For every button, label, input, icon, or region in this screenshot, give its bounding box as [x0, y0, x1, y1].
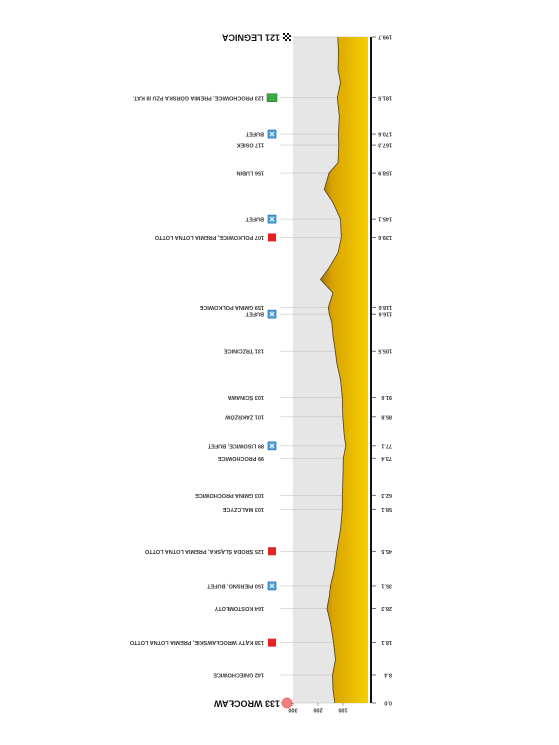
finish-icon [287, 39, 289, 41]
waypoint-label: 164 KOSTOMŁOTY [214, 605, 264, 611]
x-tick-label: 73.4 [380, 455, 392, 461]
city-label: 133 WROCŁAW [213, 699, 280, 709]
profile-line [319, 36, 347, 704]
x-tick-label: 77.1 [381, 442, 392, 448]
x-tick-label: 105.5 [378, 348, 392, 354]
x-tick-label: 85.8 [381, 413, 392, 419]
x-tick-label: 116.6 [379, 311, 392, 317]
city-label: 121 LEGNICA [221, 33, 280, 43]
waypoint-label: 107 POLKOWICE, PREMIA LOTNA LOTTO [154, 234, 264, 240]
waypoint-label: 142 GNIECHOWICE [213, 672, 264, 678]
x-tick-label: 139.6 [378, 234, 392, 240]
waypoint-label: 101 ZAKRZÓW [224, 413, 264, 421]
finish-icon [287, 33, 289, 35]
waypoint-label: 123 PROCHOWICE, PREMIA GÓRSKA PZU III KA… [133, 94, 264, 102]
x-tick-label: 28.3 [381, 605, 392, 611]
waypoint-label: 103 MALCZYCE [222, 506, 264, 512]
x-tick-label: 58.1 [381, 506, 392, 512]
x-tick-label: 181.5 [378, 94, 392, 100]
finish-icon [283, 39, 285, 41]
y-tick-label: 100 [338, 707, 347, 713]
x-tick-label: 91.6 [381, 394, 392, 400]
waypoint-label: 159 GMINA POLKOWICE [199, 304, 264, 310]
finish-icon [283, 33, 285, 35]
finish-icon [285, 39, 287, 41]
finish-icon [283, 35, 285, 37]
x-tick-label: 170.6 [378, 131, 392, 137]
finish-icon [283, 37, 285, 39]
climb-icon [266, 93, 278, 102]
sprint-icon [268, 638, 276, 647]
x-tick-label: 8.4 [383, 672, 392, 678]
waypoint-label: 156 LUBIN [236, 170, 264, 176]
waypoint-label: 131 TRZCINICE [224, 348, 264, 354]
waypoint-label: 117 OSIEK [236, 142, 264, 148]
feed-icon-mark [269, 311, 275, 317]
waypoint-label: 125 ŚRODA ŚLĄSKA, PREMIA LOTNA LOTTO [144, 548, 264, 555]
waypoint-label: BUFET [245, 216, 264, 222]
waypoint-label: 138 KĄTY WROCŁAWSKIE, PREMIA LOTNA LOTTO [129, 639, 264, 645]
finish-icon [287, 37, 289, 39]
finish-icon [287, 35, 289, 37]
finish-icon [289, 33, 291, 35]
waypoint-label: 99 PROCHOWICE [218, 455, 264, 461]
waypoint-label: 103 ŚCINAWA [228, 394, 264, 401]
waypoint-label: BUFET [245, 131, 264, 137]
feed-icon-mark [269, 443, 275, 449]
x-tick-label: 0.0 [384, 700, 392, 706]
feed-icon-mark [269, 216, 275, 222]
feed-icon-mark [269, 131, 275, 137]
x-tick-label: 199.7 [378, 34, 392, 40]
profile-area [320, 37, 368, 703]
y-tick-label: 300 [288, 707, 297, 713]
sprint-icon [268, 547, 276, 556]
x-tick-label: 118.6 [379, 304, 392, 310]
finish-icon [289, 37, 291, 39]
finish-icon [289, 39, 291, 41]
waypoint-label: 89 LISOWICE, BUFET [207, 442, 264, 448]
x-tick-label: 158.9 [378, 170, 392, 176]
waypoint-label: BUFET [245, 311, 264, 317]
finish-icon [289, 35, 291, 37]
waypoint-label: 103 GMINA PROCHOWICE [195, 492, 264, 498]
start-icon [281, 697, 293, 709]
x-tick-label: 45.5 [381, 548, 392, 554]
x-tick-label: 62.3 [381, 492, 392, 498]
x-tick-label: 18.1 [381, 639, 392, 645]
feed-icon-mark [269, 583, 275, 589]
finish-icon [285, 37, 287, 39]
x-tick-label: 167.3 [378, 142, 392, 148]
x-tick-label: 145.1 [378, 216, 392, 222]
sprint-icon [268, 233, 276, 242]
y-tick-label: 200 [313, 707, 322, 713]
waypoint-label: 150 PIERSNO, BUFET [207, 582, 264, 588]
finish-icon [285, 35, 287, 37]
x-tick-label: 35.1 [381, 582, 392, 588]
finish-icon [285, 33, 287, 35]
